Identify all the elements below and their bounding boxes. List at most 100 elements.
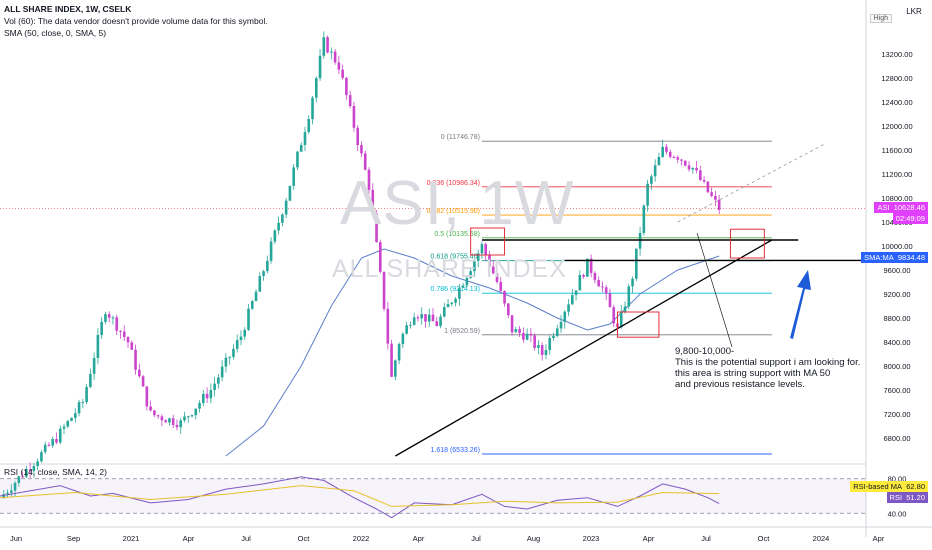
candle-body: [491, 266, 495, 274]
candle-body: [51, 439, 55, 446]
time-tick-label: Sep: [67, 534, 80, 543]
candle-body: [567, 304, 570, 312]
candle-body: [473, 260, 476, 272]
candle-body: [96, 334, 100, 358]
time-tick-label: Apr: [873, 534, 885, 543]
legend-symbol[interactable]: ALL SHARE INDEX, 1W, CSELK: [4, 4, 132, 14]
candle-body: [243, 329, 247, 337]
candle-body: [190, 415, 194, 417]
candle-body: [450, 302, 454, 305]
candle-body: [318, 55, 322, 79]
price-tick-label: 8400.00: [883, 338, 910, 347]
candle-body: [544, 350, 548, 355]
annotation-pointer: [696, 232, 733, 348]
candle-body: [394, 360, 397, 377]
candle-body: [77, 402, 81, 414]
asi-tag-label: ASI: [877, 203, 890, 212]
candle-body: [28, 469, 32, 471]
candle-body: [292, 167, 295, 186]
price-tick-label: 12000.00: [881, 122, 912, 131]
time-tick-label: Oct: [758, 534, 771, 543]
candle-body: [160, 416, 164, 421]
candle-body: [469, 271, 472, 278]
candle-body: [608, 293, 612, 308]
candle-body: [555, 328, 559, 336]
rsi-ma-tag: RSI-based MA 62.80: [850, 481, 928, 492]
candle-body: [589, 258, 593, 273]
candle-body: [631, 278, 634, 287]
price-tick-label: 12800.00: [881, 74, 912, 83]
ascending-trendline: [395, 239, 773, 457]
candle-body: [194, 408, 198, 416]
fib-level-label: 0.5 (10135.68): [434, 231, 480, 238]
candle-body: [311, 97, 314, 120]
candle-body: [378, 242, 382, 272]
time-tick-label: Oct: [298, 534, 311, 543]
candle-body: [503, 290, 506, 304]
candle-body: [397, 344, 401, 361]
candle-body: [314, 78, 318, 98]
candle-body: [717, 199, 721, 210]
price-tick-label: 10000.00: [881, 242, 912, 251]
candle-body: [138, 369, 141, 377]
candle-body: [597, 280, 600, 287]
candle-body: [134, 349, 137, 370]
candle-body: [635, 248, 638, 279]
candle-body: [582, 275, 585, 277]
fib-level-label: 1 (8520.59): [444, 328, 480, 335]
candle-body: [235, 340, 239, 349]
legend-rsi[interactable]: RSI (14, close, SMA, 14, 2): [4, 467, 107, 477]
trendline-extension: [677, 143, 825, 223]
annotation-note: 9,800-10,000- This is the potential supp…: [675, 346, 861, 390]
candle-body: [604, 287, 608, 294]
candle-body: [480, 244, 484, 254]
candle-body: [352, 106, 356, 128]
candle-body: [303, 132, 307, 145]
candle-body: [405, 325, 408, 334]
candle-body: [571, 295, 574, 305]
candle-body: [92, 357, 96, 374]
legend-volume[interactable]: Vol (60): The data vendor doesn't provid…: [4, 16, 268, 26]
candle-body: [691, 167, 695, 170]
candle-body: [119, 330, 122, 332]
candle-body: [706, 181, 710, 193]
candle-body: [21, 476, 24, 478]
price-tick-label: 9200.00: [883, 290, 910, 299]
candle-body: [40, 452, 43, 462]
candle-body: [13, 482, 17, 491]
candle-body: [32, 466, 36, 471]
fib-level-label: 0.618 (9755.46): [431, 254, 480, 261]
candle-body: [522, 333, 525, 340]
candle-body: [710, 192, 713, 196]
candle-body: [371, 189, 375, 214]
candle-body: [665, 146, 668, 152]
asi-countdown-tag: 02:49:09: [892, 213, 928, 224]
rsi-tag: RSI 51.20: [886, 492, 928, 503]
legend-sma[interactable]: SMA (50, close, 0, SMA, 5): [4, 28, 107, 38]
candle-body: [149, 406, 152, 411]
rsi-ma-tag-value: 62.80: [906, 482, 925, 491]
candle-body: [341, 69, 344, 78]
currency-button[interactable]: LKR: [906, 7, 922, 16]
candle-body: [416, 317, 420, 319]
candle-body: [499, 282, 503, 291]
candle-body: [36, 461, 39, 467]
candle-body: [299, 144, 303, 152]
candle-body: [156, 415, 160, 417]
candle-body: [126, 336, 130, 343]
candle-body: [488, 255, 491, 267]
candle-body: [435, 321, 439, 327]
time-tick-label: Jul: [241, 534, 251, 543]
candle-body: [525, 333, 529, 340]
candle-body: [356, 127, 359, 146]
candle-body: [495, 273, 499, 283]
candle-body: [104, 314, 107, 322]
candle-body: [111, 317, 115, 319]
fib-level-label: 0.236 (10986.34): [427, 180, 480, 187]
high-label: High: [869, 14, 892, 23]
candle-body: [345, 77, 348, 96]
asi-price-tag: ASI 10628.46: [874, 202, 928, 213]
candle-body: [702, 179, 706, 182]
price-tick-label: 7600.00: [883, 386, 910, 395]
candle-body: [6, 492, 9, 495]
